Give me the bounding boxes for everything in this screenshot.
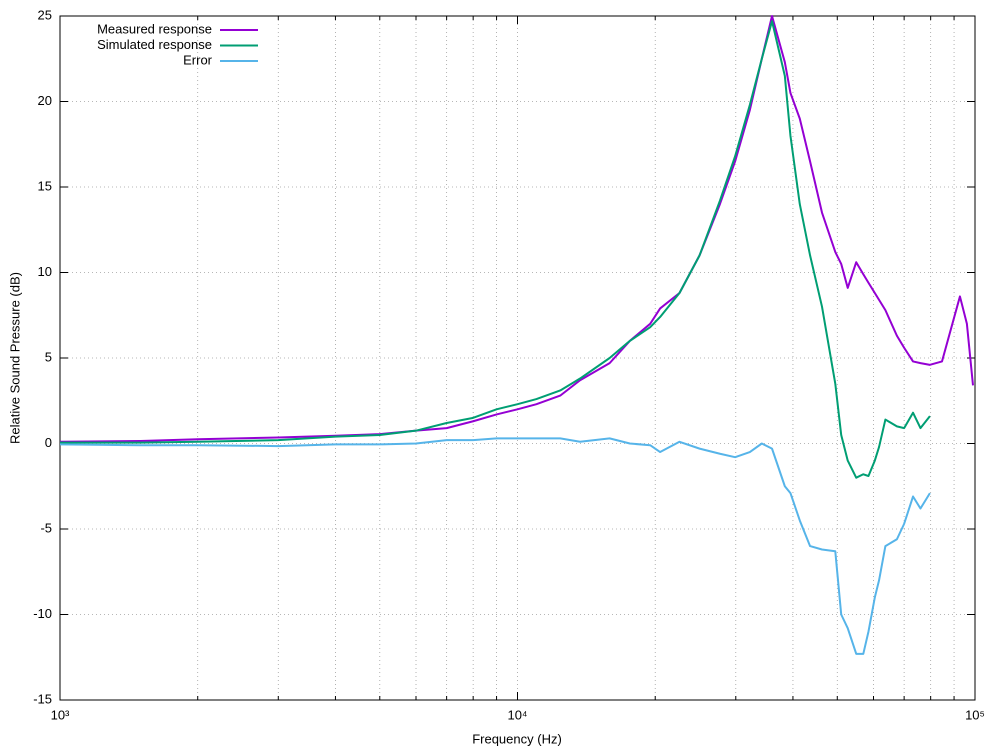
- legend-label: Error: [183, 52, 213, 67]
- y-tick-label: 0: [45, 435, 52, 450]
- series-line: [59, 437, 931, 655]
- x-axis-label: Frequency (Hz): [472, 731, 562, 746]
- x-tick-label: 10⁵: [965, 707, 985, 722]
- y-tick-label: 15: [38, 178, 52, 193]
- legend-label: Measured response: [97, 21, 212, 36]
- legend-label: Simulated response: [97, 37, 212, 52]
- y-tick-label: 5: [45, 349, 52, 364]
- y-axis-label: Relative Sound Pressure (dB): [7, 272, 22, 444]
- x-tick-label: 10⁴: [507, 707, 527, 722]
- plot-frame: [59, 15, 976, 701]
- y-tick-label: -5: [40, 520, 52, 535]
- y-tick-label: -10: [33, 606, 52, 621]
- y-tick-label: 20: [38, 93, 52, 108]
- x-tick-label: 10³: [51, 707, 70, 722]
- series-line: [59, 15, 974, 443]
- y-tick-label: -15: [33, 691, 52, 706]
- series-line: [60, 20, 931, 479]
- y-tick-label: 10: [38, 264, 52, 279]
- y-tick-label: 25: [38, 7, 52, 22]
